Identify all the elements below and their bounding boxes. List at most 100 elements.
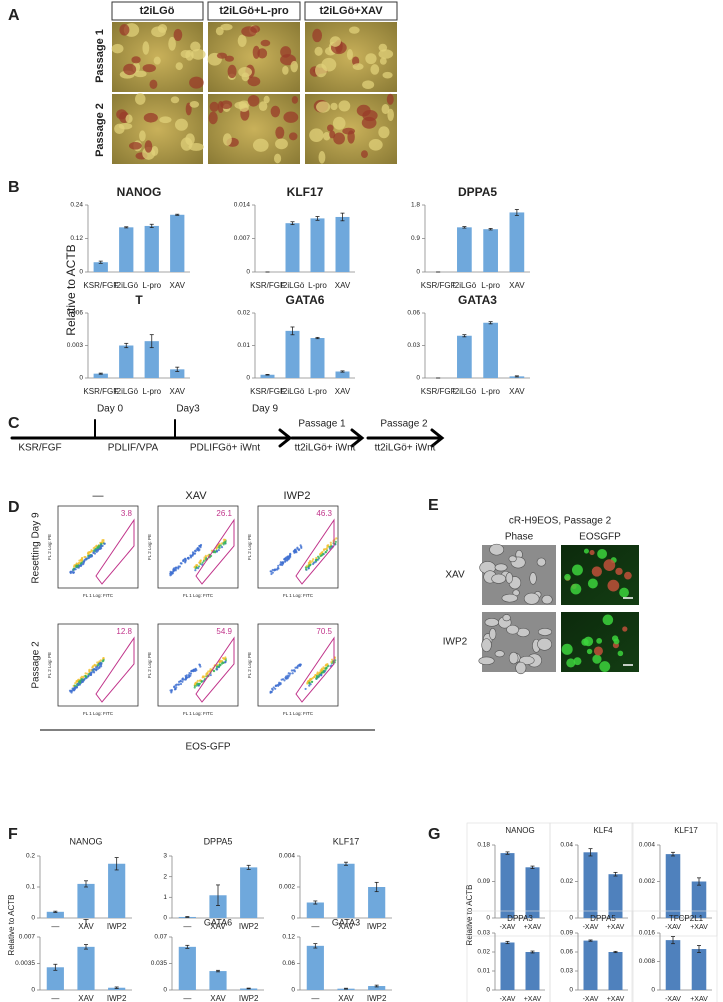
x-tick-label: XAV: [509, 281, 525, 290]
event: [190, 669, 193, 672]
gfp-colony: [603, 559, 616, 571]
colony: [506, 624, 520, 635]
chart-title: T: [135, 293, 143, 307]
event: [322, 548, 326, 552]
panel-c: KSR/FGF PDLIF/VPA PDLIFGö+ iWnt tt2iLGö+…: [10, 404, 445, 454]
event: [73, 565, 76, 568]
day-label: Day3: [176, 404, 200, 415]
colony: [168, 36, 176, 51]
gfp-colony: [570, 583, 582, 595]
colony: [119, 24, 130, 36]
event: [97, 544, 101, 547]
panel-e: cR-H9EOS, Passage 2 Phase EOSGFP XAV IWP…: [443, 516, 639, 675]
x-tick-label: XAV: [170, 387, 186, 396]
event: [193, 683, 197, 686]
error-bar: [290, 221, 295, 226]
x-tick-label: —: [183, 922, 191, 931]
bar: [285, 223, 300, 272]
colony: [360, 150, 368, 158]
error-bar: [462, 334, 467, 338]
gate: [95, 636, 135, 703]
event: [218, 663, 221, 666]
gfp-colony: [583, 636, 594, 647]
gfp-colony: [596, 638, 603, 644]
event: [177, 567, 180, 570]
event: [193, 552, 196, 555]
colony: [159, 116, 172, 124]
event: [289, 552, 292, 555]
event: [224, 660, 227, 664]
y-tick-label: 2: [163, 873, 167, 880]
y-tick-label: 0: [486, 987, 490, 994]
colony: [258, 101, 268, 112]
bar: [500, 942, 515, 990]
y-tick-label: 0.03: [407, 342, 420, 349]
chart-title: KLF17: [333, 836, 360, 846]
y-tick-label: 1.8: [411, 202, 420, 209]
event: [177, 680, 181, 683]
flow-y-label: FL 2 Log: PE: [47, 652, 52, 678]
colony: [282, 65, 289, 75]
event: [297, 548, 300, 552]
event: [94, 664, 97, 667]
event: [94, 549, 97, 552]
y-tick-label: 0: [291, 987, 295, 994]
event: [220, 546, 224, 549]
row-label: Passage 2: [94, 103, 106, 157]
error-bar: [462, 226, 467, 229]
x-tick-label: IWP2: [107, 922, 127, 931]
error-bar: [98, 260, 103, 264]
error-bar: [149, 223, 154, 229]
event: [77, 682, 80, 685]
x-tick-label: XAV: [338, 994, 354, 1002]
event: [87, 674, 90, 678]
stage-label: PDLIF/VPA: [108, 443, 159, 454]
x-tick-label: t2iLGö: [281, 387, 305, 396]
y-tick-label: 0.0035: [15, 960, 35, 967]
colony: [362, 109, 378, 122]
event: [102, 657, 105, 660]
colony: [309, 128, 324, 142]
column-label: t2iLGö+XAV: [319, 5, 383, 17]
gfp-colony: [619, 587, 629, 598]
bar: [178, 946, 196, 990]
y-tick-label: 0: [651, 915, 655, 922]
stage-label: KSR/FGF: [18, 443, 61, 454]
event: [189, 555, 193, 558]
x-tick-label: t2iLGö: [453, 281, 477, 290]
event: [82, 675, 85, 678]
bar: [691, 881, 707, 918]
colony: [342, 127, 356, 135]
x-tick-label: -XAV: [500, 996, 516, 1002]
x-tick-label: IWP2: [239, 922, 259, 931]
event: [287, 557, 290, 560]
chart-title: DPPA5: [590, 914, 616, 923]
colony: [387, 108, 394, 122]
x-tick-label: —: [311, 994, 319, 1002]
event: [216, 663, 219, 666]
event: [191, 553, 194, 557]
event: [216, 668, 219, 671]
flow-x-label: FL 1 Log: FITC: [183, 593, 214, 598]
colony: [327, 124, 334, 132]
event: [202, 675, 205, 678]
event: [270, 690, 273, 693]
colony: [275, 126, 285, 139]
colony: [329, 36, 341, 47]
y-tick-label: 0.09: [477, 878, 490, 885]
event: [81, 556, 84, 560]
event: [87, 551, 90, 555]
error-bar: [175, 366, 180, 372]
bar: [209, 971, 227, 990]
error-bar: [374, 881, 379, 893]
gfp-colony: [583, 548, 589, 554]
x-tick-label: -XAV: [583, 996, 599, 1002]
event: [324, 551, 327, 554]
x-tick-label: KSR/FGF: [250, 387, 285, 396]
bar: [335, 371, 350, 378]
passage-label: Passage 1: [298, 419, 346, 430]
colony: [283, 111, 299, 123]
bar: [260, 374, 275, 378]
event: [197, 565, 201, 568]
y-tick-label: 0.06: [560, 949, 573, 956]
